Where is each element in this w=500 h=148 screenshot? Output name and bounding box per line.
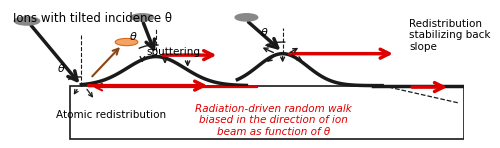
Text: $\theta$: $\theta$: [56, 62, 65, 74]
Text: $\theta$: $\theta$: [129, 30, 138, 42]
Bar: [70, 86, 464, 139]
Text: Redistribution
stabilizing back
slope: Redistribution stabilizing back slope: [410, 19, 491, 52]
Circle shape: [131, 14, 154, 21]
Text: sputtering: sputtering: [147, 47, 201, 57]
Circle shape: [14, 17, 40, 25]
Text: Ions with tilted incidence θ: Ions with tilted incidence θ: [13, 12, 172, 25]
Text: Radiation-driven random walk
biased in the direction of ion
beam as function of : Radiation-driven random walk biased in t…: [195, 104, 352, 137]
Text: Atomic redistribution: Atomic redistribution: [56, 110, 166, 120]
Circle shape: [115, 38, 138, 46]
Text: $\theta$: $\theta$: [260, 26, 269, 38]
Circle shape: [235, 14, 258, 21]
